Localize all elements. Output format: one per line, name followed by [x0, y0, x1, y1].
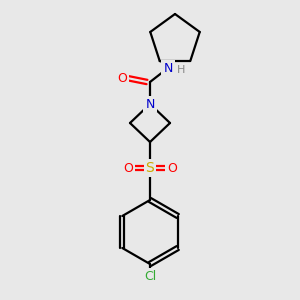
Text: O: O	[123, 161, 133, 175]
Text: S: S	[146, 161, 154, 175]
Text: O: O	[167, 161, 177, 175]
Text: N: N	[163, 61, 173, 74]
Text: Cl: Cl	[144, 269, 156, 283]
Text: N: N	[145, 98, 155, 110]
Text: H: H	[177, 65, 185, 75]
Text: O: O	[117, 71, 127, 85]
